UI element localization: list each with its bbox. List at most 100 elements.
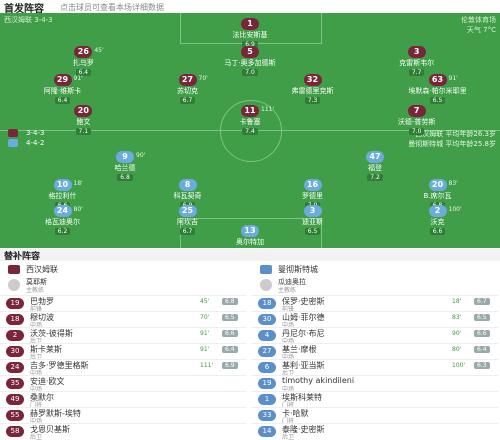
team-logo (260, 265, 272, 274)
sub-rating: 6.6 (222, 330, 238, 337)
sub-player[interactable]: 2 沃茨-彼得斯 后卫 91' 6.6 (0, 327, 246, 345)
sub-player[interactable]: 55 赫罗默斯-埃特 中场 (0, 407, 246, 425)
player[interactable]: 13奥尔特加7.0 (205, 225, 295, 248)
player-event: 100' (448, 206, 462, 213)
away-info: 曼彻斯特城 平均年龄25.8岁 (408, 140, 496, 148)
sub-player[interactable]: 30 山姆·菲尔德 中场 83' 6.5 (252, 311, 498, 329)
sub-player[interactable]: 49 桑默尔 门将 (0, 391, 246, 409)
player-name: 罗德里 (302, 192, 323, 200)
sub-player[interactable]: 58 戈恩贝基斯 后卫 (0, 423, 246, 440)
player-number: 5 (241, 46, 259, 58)
player-number: 1 (241, 18, 259, 30)
player-number: 10 (53, 179, 72, 191)
player[interactable]: 3 克雷斯韦尔 7.7 (372, 46, 462, 76)
subs-header-bg (0, 249, 500, 261)
player-rating: 7.2 (367, 174, 383, 181)
player[interactable]: 26 扎乌罗 6.4 45' (38, 46, 128, 76)
player-rating: 6.2 (54, 228, 71, 235)
sub-player[interactable]: 30 斯卡莱斯 后卫 91' 6.4 (0, 343, 246, 361)
sub-number: 18 (6, 314, 24, 325)
player-name: 格瓦迪奥尔 (45, 218, 80, 226)
player-number: 9 (116, 151, 134, 163)
sub-player[interactable]: 27 基兰·摩根 中场 80' 6.4 (252, 343, 498, 361)
player[interactable]: 20 鲍文 7.1 (38, 105, 128, 135)
sub-number: 24 (6, 362, 24, 373)
player[interactable]: 5 马丁·奥多加德斯 7.0 (205, 46, 295, 76)
player-event: 90' (136, 152, 146, 159)
player-number: 2 (428, 205, 447, 217)
player[interactable]: 29 阿隆·维斯卡 6.4 91' (18, 74, 108, 104)
player-number: 27 (178, 74, 197, 86)
player[interactable]: 27 苏切克 6.7 70' (143, 74, 233, 104)
player[interactable]: 3 迪亚斯 6.5 (268, 205, 358, 235)
player[interactable]: 32 弗雷德里克斯 7.3 (268, 74, 358, 104)
sub-player[interactable]: 4 丹尼尔·布尼 中场 90' 6.6 (252, 327, 498, 345)
player[interactable]: 9 哈兰德 6.8 90' (80, 151, 170, 181)
player[interactable]: 2 沃克 6.6 100' (393, 205, 483, 235)
sub-number: 33 (258, 410, 276, 421)
sub-position: 后卫 (282, 370, 295, 377)
player[interactable]: 25 阿坎吉 6.7 (143, 205, 233, 235)
player-rating: 6.4 (75, 69, 92, 76)
sub-name: 安迪·欧文 (30, 377, 65, 386)
player-event: 91' (448, 75, 458, 82)
player-event: 70' (198, 75, 208, 82)
sub-event: 91' (200, 346, 210, 353)
coach-name: 瓜迪奥拉 (278, 278, 306, 286)
player-rating: 6.5 (304, 228, 321, 235)
player-number: 47 (366, 151, 384, 163)
player-name: 马丁·奥多加德斯 (224, 59, 276, 67)
sub-rating: 6.5 (222, 314, 238, 321)
player[interactable]: 63 埃默森·帕尔米耶里 6.5 91' (393, 74, 483, 104)
player-number: 32 (303, 74, 322, 86)
player-event: 91' (73, 75, 83, 82)
player-rating: 7.0 (408, 128, 425, 135)
sub-position: 后卫 (30, 338, 43, 345)
sub-event: 91' (200, 330, 210, 337)
sub-position: 中场 (30, 418, 43, 425)
sub-player[interactable]: 18 穆切波 中场 70' 6.5 (0, 311, 246, 329)
sub-player[interactable]: 6 基利·亚当斯 后卫 100' 6.3 (252, 359, 498, 377)
player[interactable]: 7 沃德-普劳斯 7.0 (372, 105, 462, 135)
sub-name: 卡·哈默 (282, 409, 309, 418)
sub-player[interactable]: 35 安迪·欧文 中场 (0, 375, 246, 393)
sub-number: 49 (6, 394, 24, 405)
sub-number: 30 (6, 346, 24, 357)
sub-event: 90' (452, 330, 462, 337)
player-rating: 6.7 (179, 228, 196, 235)
sub-event: 111' (200, 362, 214, 369)
player[interactable]: 11 卡鲁塞 7.4 111' (205, 105, 295, 135)
sub-position: 前锋 (282, 306, 295, 313)
player-rating: 6.5 (429, 97, 446, 104)
coach-role: 主教练 (26, 287, 45, 294)
player[interactable]: 1 法比安斯基 6.9 (205, 18, 295, 48)
sub-number: 4 (258, 330, 276, 341)
player[interactable]: 24 格瓦迪奥尔 6.2 80' (18, 205, 108, 235)
sub-player[interactable]: 19 巴勃罗 前锋 45' 6.8 (0, 295, 246, 313)
sub-player[interactable]: 33 卡·哈默 门将 (252, 407, 498, 425)
player-name: 格拉利什 (48, 192, 77, 200)
player-name: 阿隆·维斯卡 (43, 87, 82, 95)
player-name: 弗雷德里克斯 (291, 87, 334, 95)
sub-player[interactable]: 18 保罗·史密斯 前锋 18' 6.7 (252, 295, 498, 313)
sub-player[interactable]: 24 吉多·罗德里格斯 中场 111' 6.9 (0, 359, 246, 377)
sub-player[interactable]: 19 timothy akindileni 中场 (252, 375, 498, 393)
player-rating: 7.4 (242, 128, 258, 135)
sub-rating: 6.4 (474, 346, 490, 353)
sub-position: 中场 (282, 354, 295, 361)
player-number: 20 (74, 105, 93, 117)
subs-list: 西汉姆联 莫耶斯 主教练 19 巴勃罗 前锋 45' 6.8 18 穆切波 中场 70' 6.5 2 沃茨-… (0, 262, 500, 440)
sub-name: 丹尼尔·布尼 (282, 329, 325, 338)
player-name: 鲍文 (76, 118, 91, 126)
sub-rating: 6.9 (222, 362, 238, 369)
player-number: 8 (178, 179, 197, 191)
sub-position: 中场 (282, 322, 295, 329)
player-rating: 6.9 (242, 41, 258, 48)
sub-number: 1 (258, 394, 276, 405)
venue: 伦敦体育场 (461, 16, 496, 24)
sub-player[interactable]: 14 泰隆·史密斯 后卫 (252, 423, 498, 440)
sub-player[interactable]: 1 埃斯科莱特 门将 (252, 391, 498, 409)
player[interactable]: 47 福登 7.2 (330, 151, 420, 181)
player-name: 福登 (368, 164, 382, 172)
player-name: 法比安斯基 (232, 31, 268, 39)
